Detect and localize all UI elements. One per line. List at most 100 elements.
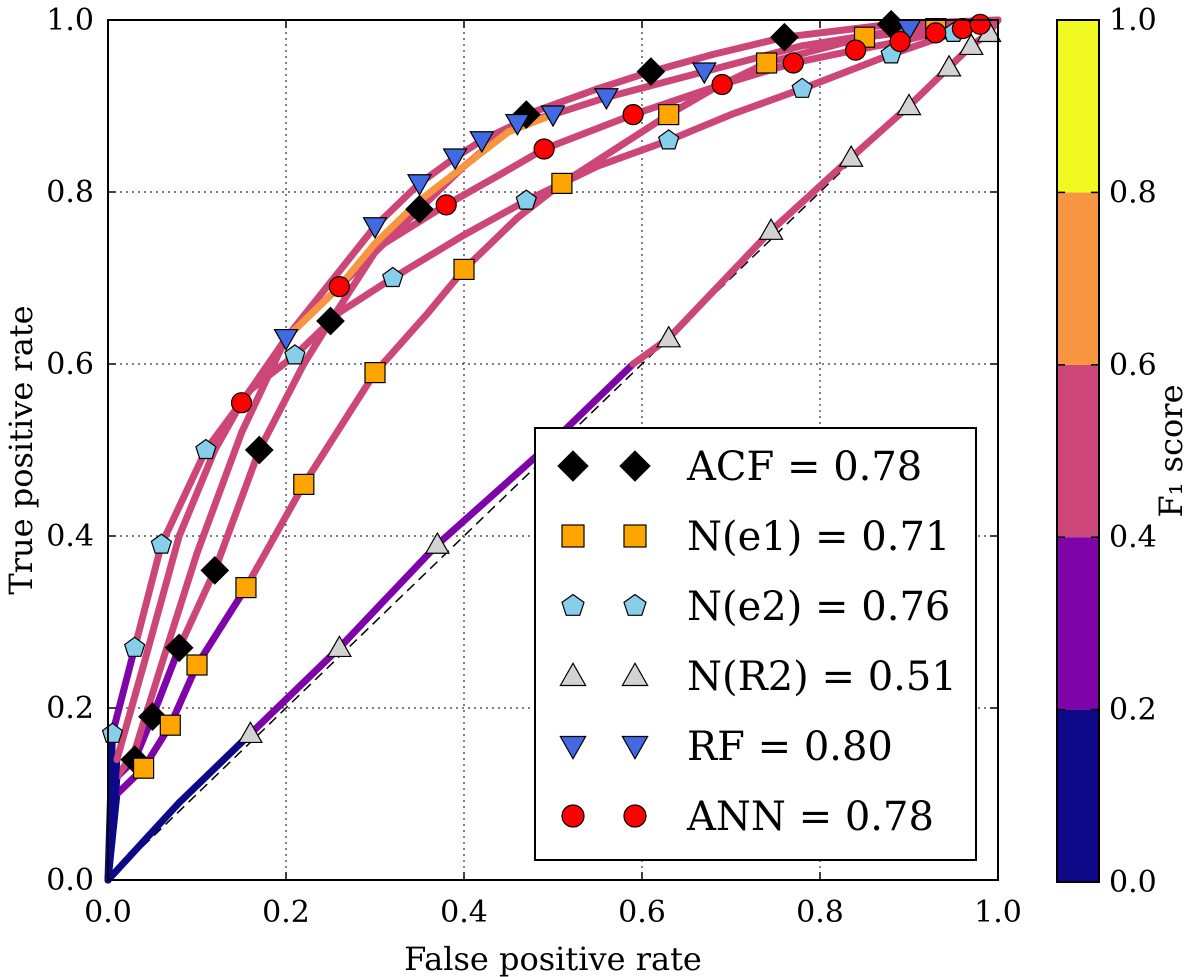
legend-entry: ANN = 0.78 bbox=[561, 794, 934, 840]
diamond-marker bbox=[405, 194, 434, 224]
legend-entry: RF = 0.80 bbox=[559, 724, 893, 770]
colorbar-frame bbox=[1056, 19, 1100, 883]
pentagon-marker bbox=[150, 533, 173, 554]
pentagon-marker bbox=[284, 344, 306, 365]
y-tick-label: 0.8 bbox=[46, 175, 94, 210]
curve-segment bbox=[665, 111, 735, 144]
colorbar: 0.0 0.2 0.4 0.6 0.8 1.0 F₁ score bbox=[1056, 3, 1190, 900]
triangle-up-marker bbox=[936, 54, 962, 77]
pentagon-marker bbox=[123, 636, 146, 657]
square-marker bbox=[293, 473, 315, 495]
legend-label: ACF = 0.78 bbox=[686, 444, 922, 490]
circle-marker bbox=[328, 276, 350, 298]
curve-segment bbox=[335, 541, 441, 652]
markers-n-r2- bbox=[237, 20, 1002, 744]
curve-segment bbox=[540, 111, 637, 153]
curve-segment bbox=[798, 50, 895, 93]
square-marker bbox=[551, 172, 573, 194]
square-marker bbox=[658, 103, 680, 126]
diamond-marker bbox=[636, 57, 666, 86]
colorbar-band bbox=[1057, 20, 1099, 193]
curve-segment bbox=[104, 799, 183, 884]
legend-label: N(e1) = 0.71 bbox=[687, 514, 950, 560]
square-marker bbox=[453, 258, 475, 280]
roc-markers bbox=[101, 9, 1002, 779]
curve-segment bbox=[242, 480, 308, 592]
circle-marker bbox=[889, 30, 911, 53]
colorbar-label: F₁ score bbox=[1152, 384, 1190, 517]
triangle-up-marker bbox=[838, 144, 864, 167]
curve-segment bbox=[175, 566, 219, 652]
triangle-up-marker bbox=[958, 33, 984, 56]
triangle-down-marker bbox=[691, 62, 717, 85]
curve-segment bbox=[193, 429, 245, 557]
pentagon-marker bbox=[382, 266, 404, 288]
y-axis-ticks: 0.0 0.2 0.4 0.6 0.8 1.0 bbox=[46, 3, 998, 898]
square-marker bbox=[623, 524, 647, 548]
plot-frame bbox=[107, 19, 999, 881]
triangle-down-marker bbox=[469, 131, 495, 154]
circle-marker bbox=[561, 804, 585, 828]
pentagon-marker bbox=[561, 593, 585, 616]
curve-segment bbox=[255, 360, 308, 454]
diamond-marker bbox=[244, 435, 274, 465]
diamond-marker bbox=[557, 450, 589, 482]
square-marker bbox=[755, 52, 778, 74]
circle-marker bbox=[782, 52, 804, 74]
curve-segment bbox=[700, 42, 806, 76]
legend-entry: N(e1) = 0.71 bbox=[561, 514, 950, 560]
triangle-down-marker bbox=[504, 113, 530, 136]
diamond-marker bbox=[200, 556, 230, 585]
x-axis-ticks: 0.0 0.2 0.4 0.6 0.8 1.0 bbox=[84, 20, 1022, 930]
x-tick-label: 0.2 bbox=[262, 895, 310, 930]
curve-segment bbox=[522, 85, 601, 119]
legend-entry: N(R2) = 0.51 bbox=[559, 654, 957, 700]
triangle-down-marker bbox=[362, 217, 388, 240]
legend-entry: N(e2) = 0.76 bbox=[561, 584, 950, 630]
colorbar-tick-label: 0.6 bbox=[1109, 348, 1157, 383]
circle-marker bbox=[844, 39, 867, 61]
curve-segment bbox=[335, 274, 397, 316]
curve-segment bbox=[104, 756, 121, 884]
x-tick-label: 1.0 bbox=[974, 895, 1022, 930]
curve-segment bbox=[140, 532, 183, 669]
triangle-down-marker bbox=[593, 88, 619, 111]
colorbar-band bbox=[1057, 537, 1099, 710]
triangle-down-marker bbox=[540, 105, 566, 128]
legend-label: RF = 0.80 bbox=[687, 724, 893, 770]
curve-segment bbox=[460, 197, 530, 239]
pentagon-marker bbox=[791, 77, 813, 98]
colorbar-band bbox=[1057, 364, 1099, 538]
legend: ACF = 0.78 N(e1) = 0.71 N(e2) = 0.76 N(R2) … bbox=[534, 427, 977, 861]
x-tick-label: 0.8 bbox=[796, 895, 844, 930]
colorbar-tick-label: 0.0 bbox=[1109, 865, 1157, 900]
curve-segment bbox=[246, 644, 343, 738]
curve-segment bbox=[460, 128, 512, 170]
square-marker bbox=[159, 714, 181, 736]
triangle-up-marker bbox=[237, 721, 263, 744]
curve-segment bbox=[193, 584, 250, 669]
pentagon-marker bbox=[515, 189, 538, 210]
curve-segment bbox=[602, 68, 708, 101]
diamond-marker bbox=[164, 633, 194, 663]
curve-segment bbox=[157, 446, 210, 549]
square-marker bbox=[364, 362, 386, 384]
triangle-up-marker bbox=[896, 93, 922, 116]
curve-segment bbox=[238, 334, 290, 407]
circle-marker bbox=[230, 392, 253, 414]
triangle-down-marker bbox=[273, 328, 299, 351]
curve-segment bbox=[113, 661, 148, 764]
colorbar-tick-label: 0.2 bbox=[1109, 693, 1157, 728]
curve-segment bbox=[175, 730, 254, 807]
y-tick-label: 0.2 bbox=[46, 691, 94, 726]
pentagon-marker bbox=[657, 129, 680, 150]
triangle-up-marker bbox=[656, 325, 682, 348]
y-tick-label: 0.4 bbox=[46, 519, 94, 554]
curve-segment bbox=[709, 33, 788, 58]
curve-segment bbox=[389, 231, 468, 282]
pentagon-marker bbox=[623, 593, 647, 616]
legend-label: N(e2) = 0.76 bbox=[687, 584, 950, 630]
x-tick-label: 0.0 bbox=[84, 895, 132, 930]
x-tick-label: 0.6 bbox=[618, 895, 666, 930]
